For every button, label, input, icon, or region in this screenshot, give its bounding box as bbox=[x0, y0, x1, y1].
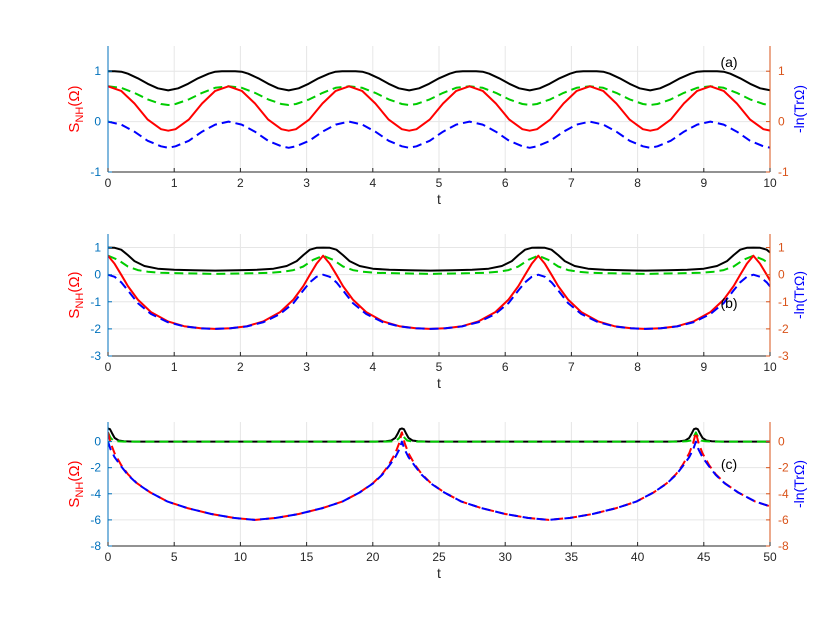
series-line bbox=[108, 431, 770, 521]
x-tick-label: 40 bbox=[631, 550, 645, 564]
x-tick-label: 2 bbox=[237, 360, 244, 374]
x-tick-label: 7 bbox=[568, 176, 575, 190]
y-right-tick-label: 0 bbox=[778, 115, 785, 129]
y-right-tick-label: 1 bbox=[778, 64, 785, 78]
y-left-label-sub: NH bbox=[74, 107, 86, 123]
x-tick-label: 25 bbox=[432, 550, 446, 564]
y-left-tick-label: -8 bbox=[90, 539, 101, 553]
x-tick-label: 45 bbox=[697, 550, 711, 564]
y-left-label-main: S bbox=[66, 498, 83, 508]
series-group bbox=[108, 70, 770, 149]
x-tick-label: 6 bbox=[502, 176, 509, 190]
x-tick-label: 50 bbox=[763, 550, 777, 564]
y-right-tick-label: 0 bbox=[778, 435, 785, 449]
y-right-tick-label: -1 bbox=[778, 295, 789, 309]
x-tick-label: 4 bbox=[369, 360, 376, 374]
x-axis-label: t bbox=[437, 375, 441, 391]
x-tick-label: 4 bbox=[369, 176, 376, 190]
y-left-label-suffix: (Ω) bbox=[66, 460, 83, 481]
x-axis-label: t bbox=[437, 191, 441, 207]
series-group bbox=[108, 427, 770, 521]
y-right-axis-label: -ln(TrΩ) bbox=[791, 460, 807, 508]
x-tick-label: 1 bbox=[171, 360, 178, 374]
series-line bbox=[108, 254, 770, 330]
y-right-tick-label: -3 bbox=[778, 349, 789, 363]
x-tick-label: 9 bbox=[700, 360, 707, 374]
y-right-tick-label: 0 bbox=[778, 268, 785, 282]
x-axis-label: t bbox=[437, 565, 441, 581]
y-left-label-main: S bbox=[66, 309, 83, 319]
panel-label: (b) bbox=[720, 295, 737, 311]
series-line bbox=[108, 273, 770, 330]
y-left-tick-label: 0 bbox=[94, 268, 101, 282]
y-left-axis-label: SNH(Ω) bbox=[66, 460, 86, 507]
y-left-label-sub: NH bbox=[74, 482, 86, 498]
y-left-label-suffix: (Ω) bbox=[66, 85, 83, 106]
y-left-tick-label: -2 bbox=[90, 322, 101, 336]
series-line bbox=[108, 431, 770, 443]
x-tick-label: 8 bbox=[634, 176, 641, 190]
series-group bbox=[108, 246, 770, 330]
y-right-tick-label: -1 bbox=[778, 165, 789, 179]
y-right-tick-label: -2 bbox=[778, 322, 789, 336]
y-left-label-sub: NH bbox=[74, 293, 86, 309]
y-left-tick-label: -6 bbox=[90, 513, 101, 527]
x-tick-label: 20 bbox=[366, 550, 380, 564]
y-left-label-suffix: (Ω) bbox=[66, 271, 83, 292]
x-tick-label: 15 bbox=[300, 550, 314, 564]
x-tick-label: 10 bbox=[763, 360, 777, 374]
y-left-tick-label: -1 bbox=[90, 295, 101, 309]
y-right-axis-label: -ln(TrΩ) bbox=[791, 85, 807, 133]
y-left-axis-label: SNH(Ω) bbox=[66, 85, 86, 132]
x-tick-label: 3 bbox=[303, 360, 310, 374]
y-left-tick-label: -1 bbox=[90, 165, 101, 179]
x-tick-label: 5 bbox=[171, 550, 178, 564]
y-left-tick-label: 0 bbox=[94, 115, 101, 129]
panel-label: (c) bbox=[721, 456, 737, 472]
x-tick-label: 0 bbox=[105, 550, 112, 564]
series-line bbox=[108, 440, 770, 521]
series-line bbox=[108, 246, 770, 272]
y-right-axis-label: -ln(TrΩ) bbox=[791, 271, 807, 319]
series-line bbox=[108, 85, 770, 132]
series-line bbox=[108, 85, 770, 106]
y-left-tick-label: 1 bbox=[94, 64, 101, 78]
y-right-tick-label: -2 bbox=[778, 461, 789, 475]
x-tick-label: 8 bbox=[634, 360, 641, 374]
y-right-tick-label: 1 bbox=[778, 241, 785, 255]
x-tick-label: 9 bbox=[700, 176, 707, 190]
y-left-tick-label: 0 bbox=[94, 435, 101, 449]
x-tick-label: 1 bbox=[171, 176, 178, 190]
x-tick-label: 5 bbox=[436, 360, 443, 374]
x-tick-label: 5 bbox=[436, 176, 443, 190]
x-tick-label: 10 bbox=[763, 176, 777, 190]
series-line bbox=[108, 70, 770, 92]
series-line bbox=[108, 427, 770, 443]
y-left-tick-label: 1 bbox=[94, 241, 101, 255]
chart-panel: 0 5 10 15 20 25 30 35 40 45 50-8-6-4-20-8-6-4-20tS… bbox=[66, 422, 807, 581]
x-tick-label: 10 bbox=[234, 550, 248, 564]
x-tick-label: 0 bbox=[105, 360, 112, 374]
x-tick-label: 30 bbox=[499, 550, 513, 564]
y-right-tick-label: -4 bbox=[778, 487, 789, 501]
x-tick-label: 2 bbox=[237, 176, 244, 190]
y-right-tick-label: -6 bbox=[778, 513, 789, 527]
x-tick-label: 35 bbox=[565, 550, 579, 564]
y-left-tick-label: -4 bbox=[90, 487, 101, 501]
panel-label: (a) bbox=[720, 54, 737, 70]
series-line bbox=[108, 120, 770, 149]
x-tick-label: 3 bbox=[303, 176, 310, 190]
y-right-tick-label: -8 bbox=[778, 539, 789, 553]
x-tick-label: 6 bbox=[502, 360, 509, 374]
y-left-axis-label: SNH(Ω) bbox=[66, 271, 86, 318]
y-left-tick-label: -3 bbox=[90, 349, 101, 363]
x-tick-label: 0 bbox=[105, 176, 112, 190]
y-left-label-main: S bbox=[66, 123, 83, 133]
x-tick-label: 7 bbox=[568, 360, 575, 374]
y-left-tick-label: -2 bbox=[90, 461, 101, 475]
